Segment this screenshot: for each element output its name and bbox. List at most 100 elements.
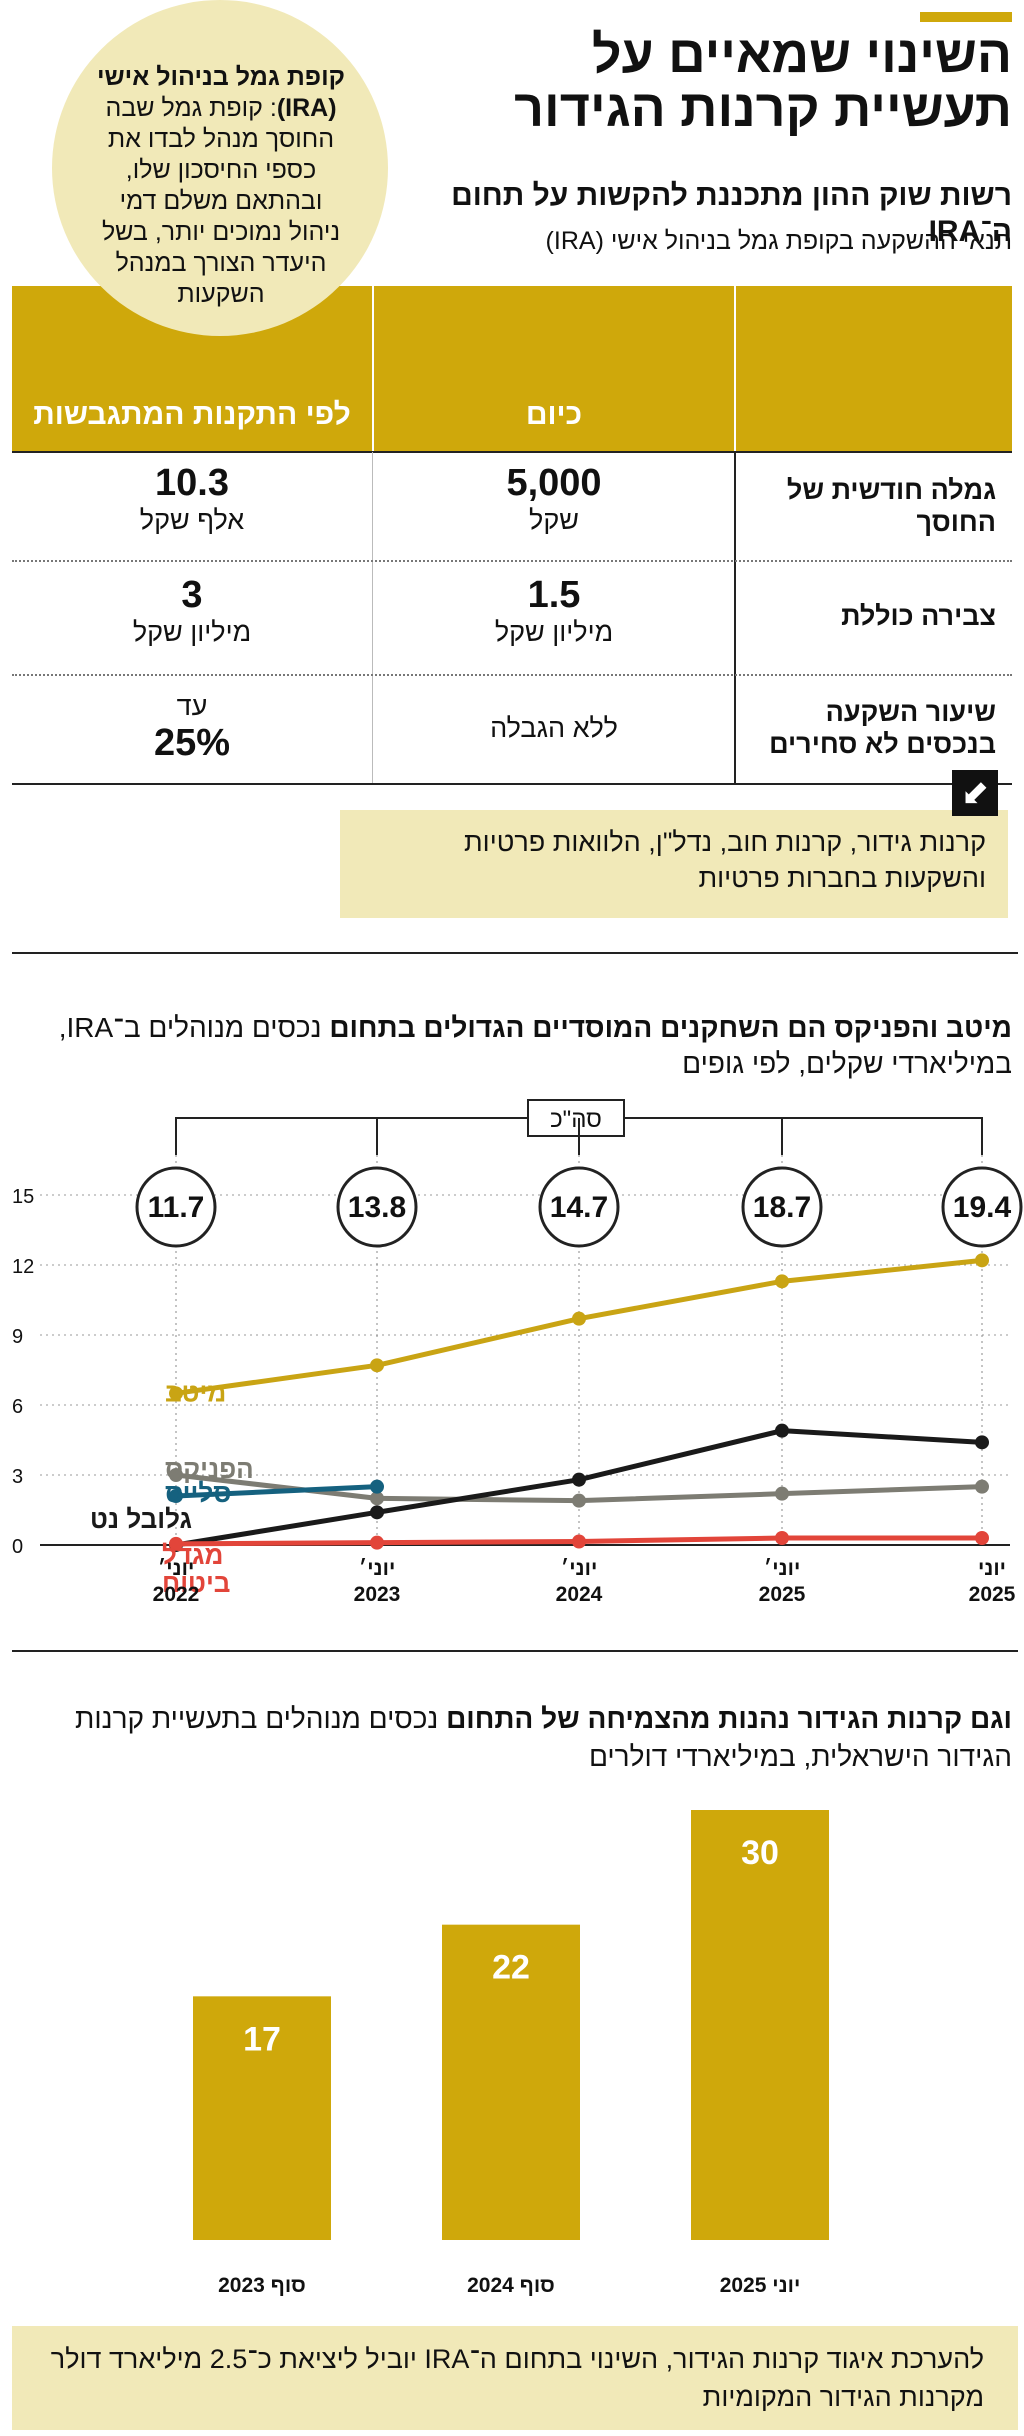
section-separator bbox=[12, 1650, 1018, 1652]
col-header-proposed: לפי התקנות המתגבשות bbox=[33, 398, 351, 431]
cell-unit: מיליון שקל bbox=[132, 617, 252, 647]
total-circle bbox=[135, 1166, 217, 1248]
bar-value: 30 bbox=[741, 1834, 779, 1872]
data-point bbox=[775, 1274, 789, 1289]
cell-value: 1.5 bbox=[527, 574, 581, 616]
cell-prefix: עד bbox=[176, 691, 208, 721]
row-divider bbox=[12, 674, 1012, 676]
ira-term: קופת גמל בניהול אישי (IRA) bbox=[97, 63, 345, 122]
series-label: גלובל נט bbox=[90, 1504, 192, 1534]
header-divider bbox=[734, 286, 736, 452]
accent-bar bbox=[920, 12, 1012, 22]
bar-chart: 17 סוף 2023 22 סוף 2024 30 יוני 2025 bbox=[193, 1810, 829, 2297]
cell-value: 5,000 bbox=[506, 462, 602, 504]
data-point bbox=[975, 1531, 989, 1545]
cell-today-total: 1.5 מיליון שקל bbox=[374, 574, 734, 648]
bottom-note: להערכת איגוד קרנות הגידור, השינוי בתחום … bbox=[50, 2344, 984, 2412]
ira-definition-circle bbox=[52, 0, 388, 336]
total-value: 14.7 bbox=[550, 1191, 608, 1224]
data-point bbox=[370, 1491, 384, 1506]
row-label-total-accumulation: צבירה כוללת bbox=[841, 601, 996, 631]
series-line bbox=[175, 1484, 378, 1499]
ira-definition: קופת גמל בניהול אישי (IRA): קופת גמל שבה… bbox=[92, 62, 350, 310]
y-tick-label: 15 bbox=[12, 1186, 34, 1208]
bar bbox=[442, 1924, 580, 2240]
total-circle bbox=[941, 1166, 1023, 1248]
cell-value: 25% bbox=[153, 722, 231, 764]
header-divider bbox=[372, 286, 374, 452]
table-subtitle: תנאי ההשקעה בקופת גמל בניהול אישי (IRA) bbox=[545, 227, 1012, 255]
cell-value: 3 bbox=[181, 574, 203, 616]
ira-description: : קופת גמל שבה החוסך מנהל לבדו את כספי ה… bbox=[101, 94, 341, 308]
non-traded-note: קרנות גידור, קרנות חוב, נדל"ן, הלוואות פ… bbox=[464, 827, 986, 893]
cell-today-ratio: ללא הגבלה bbox=[374, 712, 734, 744]
line-chart-title-rest: נכסים מנוהלים ב־IRA, במיליארדי שקלים, לפ… bbox=[58, 1012, 1012, 1079]
data-point bbox=[370, 1535, 384, 1550]
totals-label: סה"כ bbox=[550, 1106, 602, 1133]
bar-category: סוף 2024 bbox=[467, 2274, 555, 2297]
table-bottom-line bbox=[12, 783, 1012, 785]
x-tick-label: יוני׳ bbox=[359, 1557, 396, 1580]
x-tick-year: 2023 bbox=[354, 1583, 401, 1606]
series-line bbox=[175, 1257, 983, 1396]
cell-value: ללא הגבלה bbox=[490, 713, 618, 743]
data-point bbox=[169, 1468, 183, 1482]
bar bbox=[691, 1810, 829, 2240]
cell-proposed-total: 3 מיליון שקל bbox=[12, 574, 372, 648]
cell-today-monthly: 5,000 שקל bbox=[374, 462, 734, 536]
cell-proposed-ratio: עד 25% bbox=[12, 690, 372, 764]
x-tick-label: יוני bbox=[978, 1557, 1006, 1580]
total-value: 18.7 bbox=[753, 1191, 811, 1224]
cell-unit: אלף שקל bbox=[139, 505, 245, 535]
data-point bbox=[775, 1486, 789, 1501]
series-label-line: מגדל bbox=[162, 1540, 223, 1570]
line-chart-title: מיטב והפניקס הם השחקנים המוסדיים הגדולים… bbox=[12, 1010, 1012, 1082]
x-tick-label: יוני׳ bbox=[561, 1557, 598, 1580]
total-value: 19.4 bbox=[953, 1191, 1012, 1224]
row-label-non-traded-ratio: שיעור השקעה בנכסים לא סחירים bbox=[769, 697, 996, 759]
x-tick-year: 2024 bbox=[556, 1583, 603, 1606]
y-tick-label: 6 bbox=[12, 1396, 23, 1418]
table-vline bbox=[734, 452, 736, 784]
series-label-line: ביטוח bbox=[162, 1568, 230, 1598]
line-chart-title-bold: מיטב והפניקס הם השחקנים המוסדיים הגדולים… bbox=[329, 1012, 1012, 1043]
x-tick-year: 2025 bbox=[969, 1583, 1016, 1606]
data-point bbox=[370, 1358, 384, 1373]
data-point bbox=[169, 1386, 183, 1401]
data-point bbox=[775, 1531, 789, 1545]
bar-chart-title-bold: וגם קרנות הגידור נהנות מהצמיחה של התחום bbox=[446, 1703, 1012, 1734]
x-tick-label: יוני׳ bbox=[764, 1557, 801, 1580]
non-traded-note-box: קרנות גידור, קרנות חוב, נדל"ן, הלוואות פ… bbox=[340, 810, 1008, 918]
cell-value: 10.3 bbox=[155, 462, 229, 504]
bar-category: סוף 2023 bbox=[218, 2274, 306, 2297]
col-header-today: כיום bbox=[525, 398, 583, 431]
section-separator bbox=[12, 952, 1018, 954]
total-circle bbox=[336, 1166, 418, 1248]
data-point bbox=[572, 1493, 586, 1508]
data-point bbox=[975, 1479, 989, 1494]
y-tick-label: 9 bbox=[12, 1326, 23, 1348]
total-circle bbox=[741, 1166, 823, 1248]
total-value: 11.7 bbox=[148, 1191, 205, 1224]
data-point bbox=[572, 1472, 586, 1487]
total-circle bbox=[538, 1166, 620, 1248]
bar-chart-title: וגם קרנות הגידור נהנות מהצמיחה של התחום … bbox=[12, 1700, 1012, 1776]
bar-chart-title-rest: נכסים מנוהלים בתעשיית קרנות הגידור הישרא… bbox=[75, 1703, 1012, 1772]
totals-label-box bbox=[527, 1099, 625, 1137]
data-point bbox=[975, 1253, 989, 1268]
cell-unit: שקל bbox=[529, 505, 579, 535]
cell-proposed-monthly: 10.3 אלף שקל bbox=[12, 462, 372, 536]
series-label: הפניקס bbox=[165, 1454, 254, 1484]
y-tick-label: 3 bbox=[12, 1466, 23, 1488]
data-point bbox=[975, 1435, 989, 1450]
series-label: מגדל ביטוח bbox=[162, 1540, 230, 1598]
y-tick-label: 0 bbox=[12, 1536, 23, 1558]
x-tick-year: 2022 bbox=[153, 1583, 200, 1606]
arrow-down-left-icon: ⬋ bbox=[952, 770, 998, 816]
bar-value: 17 bbox=[243, 2020, 281, 2058]
y-tick-label: 12 bbox=[12, 1256, 34, 1278]
total-value: 13.8 bbox=[348, 1191, 406, 1224]
data-point bbox=[370, 1505, 384, 1520]
bar bbox=[193, 1996, 331, 2240]
x-tick-label: יוני׳ bbox=[158, 1557, 195, 1580]
